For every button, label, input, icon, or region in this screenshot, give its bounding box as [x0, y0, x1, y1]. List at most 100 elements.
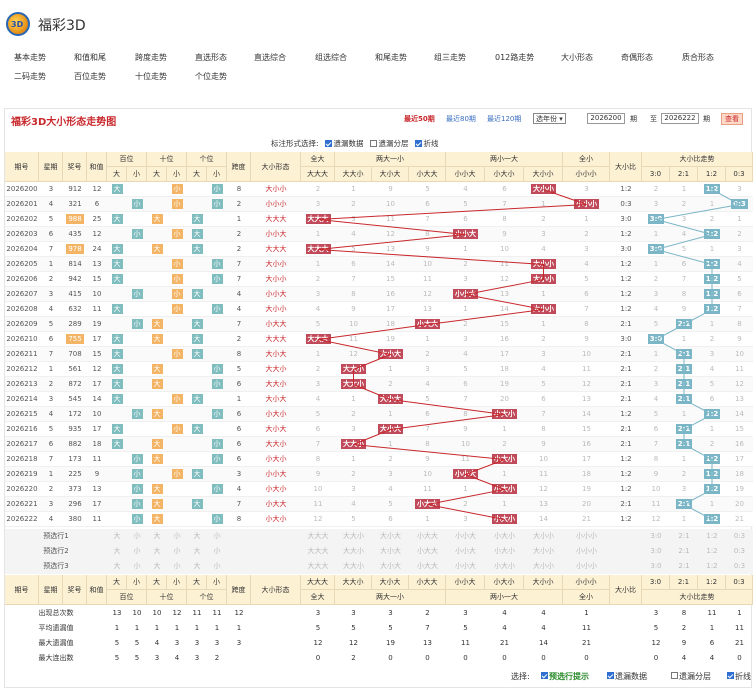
- nav-item[interactable]: 直选综合: [254, 53, 286, 62]
- predict-dss[interactable]: 大小小: [533, 562, 554, 570]
- predict-da[interactable]: 大: [193, 562, 201, 570]
- predict-r12[interactable]: 1:2: [706, 562, 718, 570]
- predict-xiao[interactable]: 小: [173, 532, 181, 540]
- option-checkbox[interactable]: [324, 140, 332, 147]
- bottom-checkbox[interactable]: [541, 672, 548, 679]
- predict-ssd[interactable]: 小小大: [455, 562, 476, 570]
- nav-item[interactable]: 012路走势: [495, 53, 535, 62]
- nav-item[interactable]: 跨度走势: [135, 53, 167, 62]
- nav-item[interactable]: 直选形态: [195, 53, 227, 62]
- from-issue-input[interactable]: 2026200: [587, 113, 625, 124]
- recent-80-link[interactable]: 最近80期: [446, 115, 476, 123]
- cell-r30: 4: [642, 302, 670, 317]
- nav-item[interactable]: 奇偶形态: [621, 53, 653, 62]
- predict-ddd[interactable]: 大大大: [307, 532, 329, 540]
- predict-sss[interactable]: 小小小: [576, 532, 597, 540]
- predict-xiao[interactable]: 小: [213, 562, 221, 570]
- miss-value: 4: [463, 185, 468, 193]
- shape-hit: 大大大: [305, 214, 331, 224]
- predict-r30[interactable]: 3:0: [650, 547, 662, 555]
- predict-sss[interactable]: 小小小: [576, 562, 597, 570]
- nav-item[interactable]: 百位走势: [74, 72, 106, 81]
- predict-da[interactable]: 大: [113, 532, 121, 540]
- nav-item[interactable]: 质合形态: [682, 53, 714, 62]
- nav-item[interactable]: 大小形态: [561, 53, 593, 62]
- option-checkbox[interactable]: [369, 140, 377, 147]
- predict-da[interactable]: 大: [153, 532, 161, 540]
- nav-item[interactable]: 组选综合: [315, 53, 347, 62]
- predict-dss[interactable]: 大小小: [533, 547, 554, 555]
- predict-dss[interactable]: 大小小: [533, 532, 554, 540]
- predict-da[interactable]: 大: [113, 547, 121, 555]
- predict-xiao[interactable]: 小: [173, 547, 181, 555]
- predict-ddd[interactable]: 大大大: [307, 562, 329, 570]
- recent-50-link[interactable]: 最近50期: [404, 115, 435, 123]
- cell-ddd: 4: [301, 302, 335, 317]
- nav-item[interactable]: 二码走势: [14, 72, 46, 81]
- predict-r30[interactable]: 3:0: [650, 562, 662, 570]
- predict-xiao[interactable]: 小: [173, 562, 181, 570]
- nav-item[interactable]: 基本走势: [14, 53, 46, 62]
- option-checkbox[interactable]: [414, 140, 422, 147]
- to-issue-input[interactable]: 2026222: [661, 113, 699, 124]
- predict-sds[interactable]: 小大小: [494, 547, 515, 555]
- predict-dds[interactable]: 大大小: [343, 532, 364, 540]
- predict-r03[interactable]: 0:3: [733, 562, 746, 570]
- predict-r12[interactable]: 1:2: [706, 547, 718, 555]
- predict-da[interactable]: 大: [193, 532, 201, 540]
- predict-sdd[interactable]: 小大大: [417, 532, 438, 540]
- prize-number: 882: [68, 440, 82, 448]
- predict-sds[interactable]: 小大小: [494, 562, 515, 570]
- predict-dsd[interactable]: 大小大: [380, 532, 401, 540]
- query-button[interactable]: 查看: [721, 113, 743, 125]
- predict-r21[interactable]: 2:1: [678, 532, 690, 540]
- predict-r21[interactable]: 2:1: [678, 562, 690, 570]
- predict-row[interactable]: 预选行3 大小大小大小大大大 大大小 大小大 小大大 小小大 小大小 大小小 小小小 3:0 2:1…: [5, 559, 753, 574]
- cell-num: 755: [63, 332, 87, 347]
- bottom-checkbox[interactable]: [607, 672, 614, 679]
- predict-sds[interactable]: 小大小: [494, 532, 515, 540]
- predict-r03[interactable]: 0:3: [733, 547, 746, 555]
- nav-item[interactable]: 和值和尾: [74, 53, 106, 62]
- cell-r03: 3: [726, 182, 753, 197]
- predict-sss[interactable]: 小小小: [576, 547, 597, 555]
- bottom-checkbox[interactable]: [671, 672, 678, 679]
- predict-row[interactable]: 预选行1 大小大小大小大大大 大大小 大小大 小大大 小小大 小大小 大小小 小小小 3:0 2:1…: [5, 529, 753, 544]
- predict-r03[interactable]: 0:3: [733, 532, 746, 540]
- bottom-checkbox[interactable]: [727, 672, 734, 679]
- predict-row[interactable]: 预选行2 大小大小大小大大大 大大小 大小大 小大大 小小大 小大小 大小小 小小小 3:0 2:1…: [5, 544, 753, 559]
- predict-r12[interactable]: 1:2: [706, 532, 718, 540]
- predict-xiao[interactable]: 小: [213, 547, 221, 555]
- cell-shi-da: 大: [147, 497, 167, 512]
- nav-item[interactable]: 个位走势: [195, 72, 227, 81]
- cell-ratio: 3:0: [620, 245, 632, 253]
- predict-dsd[interactable]: 大小大: [380, 547, 401, 555]
- predict-r21[interactable]: 2:1: [678, 547, 690, 555]
- nav-item[interactable]: 组三走势: [434, 53, 466, 62]
- predict-dsd[interactable]: 大小大: [380, 562, 401, 570]
- predict-xiao[interactable]: 小: [213, 532, 221, 540]
- predict-dds[interactable]: 大大小: [343, 562, 364, 570]
- cell-sss: 7: [563, 302, 610, 317]
- predict-da[interactable]: 大: [113, 562, 121, 570]
- predict-r30[interactable]: 3:0: [650, 532, 662, 540]
- ratio-hit: 3:0: [647, 334, 665, 344]
- recent-120-link[interactable]: 最近120期: [487, 115, 522, 123]
- predict-sdd[interactable]: 小大大: [417, 547, 438, 555]
- year-select[interactable]: 选年份 ▾: [533, 113, 566, 124]
- predict-xiao[interactable]: 小: [133, 547, 141, 555]
- predict-da[interactable]: 大: [153, 562, 161, 570]
- predict-ssd[interactable]: 小小大: [455, 532, 476, 540]
- predict-xiao[interactable]: 小: [133, 562, 141, 570]
- nav-item[interactable]: 和尾走势: [375, 53, 407, 62]
- cell-ge-da: [187, 437, 207, 452]
- predict-da[interactable]: 大: [153, 547, 161, 555]
- predict-da[interactable]: 大: [193, 547, 201, 555]
- predict-ddd[interactable]: 大大大: [307, 547, 329, 555]
- miss-value: 7: [463, 395, 468, 403]
- predict-dds[interactable]: 大大小: [343, 547, 364, 555]
- predict-xiao[interactable]: 小: [133, 532, 141, 540]
- predict-ssd[interactable]: 小小大: [455, 547, 476, 555]
- nav-item[interactable]: 十位走势: [135, 72, 167, 81]
- predict-sdd[interactable]: 小大大: [417, 562, 438, 570]
